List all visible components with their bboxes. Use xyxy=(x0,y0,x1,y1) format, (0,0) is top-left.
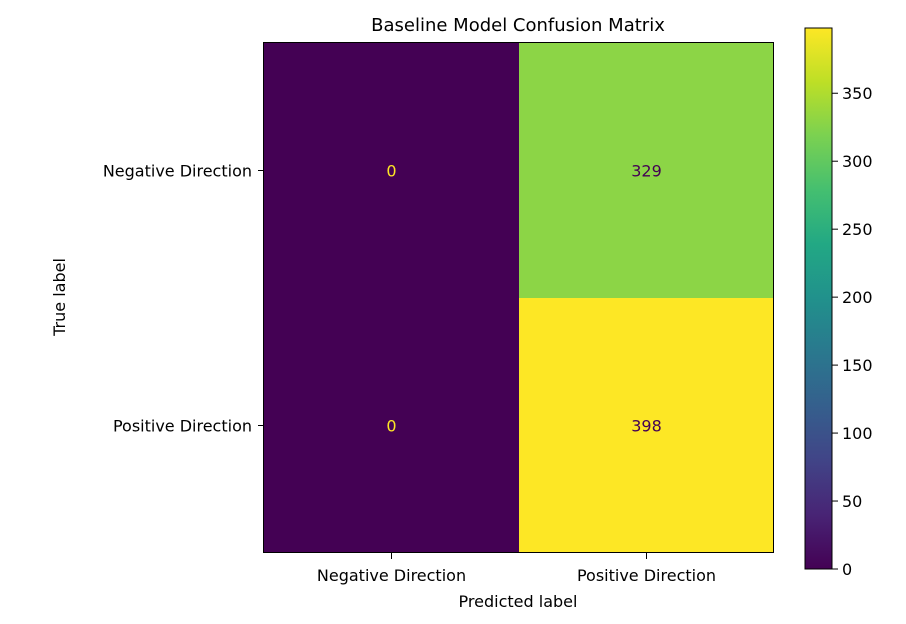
x-axis-ticks: Negative Direction Positive Direction xyxy=(317,553,716,585)
plot-frame xyxy=(263,42,774,553)
cell-value-label: 0 xyxy=(386,417,396,436)
colorbar xyxy=(804,27,833,570)
matrix-cell xyxy=(519,298,774,553)
y-axis-label: True label xyxy=(50,258,69,337)
y-tick-label: Negative Direction xyxy=(103,162,252,181)
colorbar-ticks: 0 50 100 150 200 250 300 350 xyxy=(832,84,873,579)
matrix-cell xyxy=(264,298,519,553)
colorbar-tick-label: 200 xyxy=(842,288,873,307)
cell-value-label: 0 xyxy=(386,162,396,181)
cell-value-label: 398 xyxy=(631,417,662,436)
y-axis-ticks: Negative Direction Positive Direction xyxy=(103,162,264,436)
matrix-cell xyxy=(264,43,519,298)
colorbar-tick-label: 150 xyxy=(842,356,873,375)
matrix-cells: 0 329 0 398 xyxy=(264,43,774,553)
colorbar-tick-label: 0 xyxy=(842,560,852,579)
cell-value-label: 329 xyxy=(631,162,662,181)
colorbar-tick-label: 50 xyxy=(842,492,862,511)
colorbar-tick-label: 300 xyxy=(842,152,873,171)
x-tick-label: Positive Direction xyxy=(577,566,716,585)
colorbar-tick-label: 350 xyxy=(842,84,873,103)
x-tick-label: Negative Direction xyxy=(317,566,466,585)
chart-title: Baseline Model Confusion Matrix xyxy=(371,15,665,36)
y-tick-label: Positive Direction xyxy=(113,417,252,436)
matrix-cell xyxy=(519,43,774,298)
x-axis-label: Predicted label xyxy=(459,592,578,611)
colorbar-tick-label: 100 xyxy=(842,424,873,443)
colorbar-tick-label: 250 xyxy=(842,220,873,239)
